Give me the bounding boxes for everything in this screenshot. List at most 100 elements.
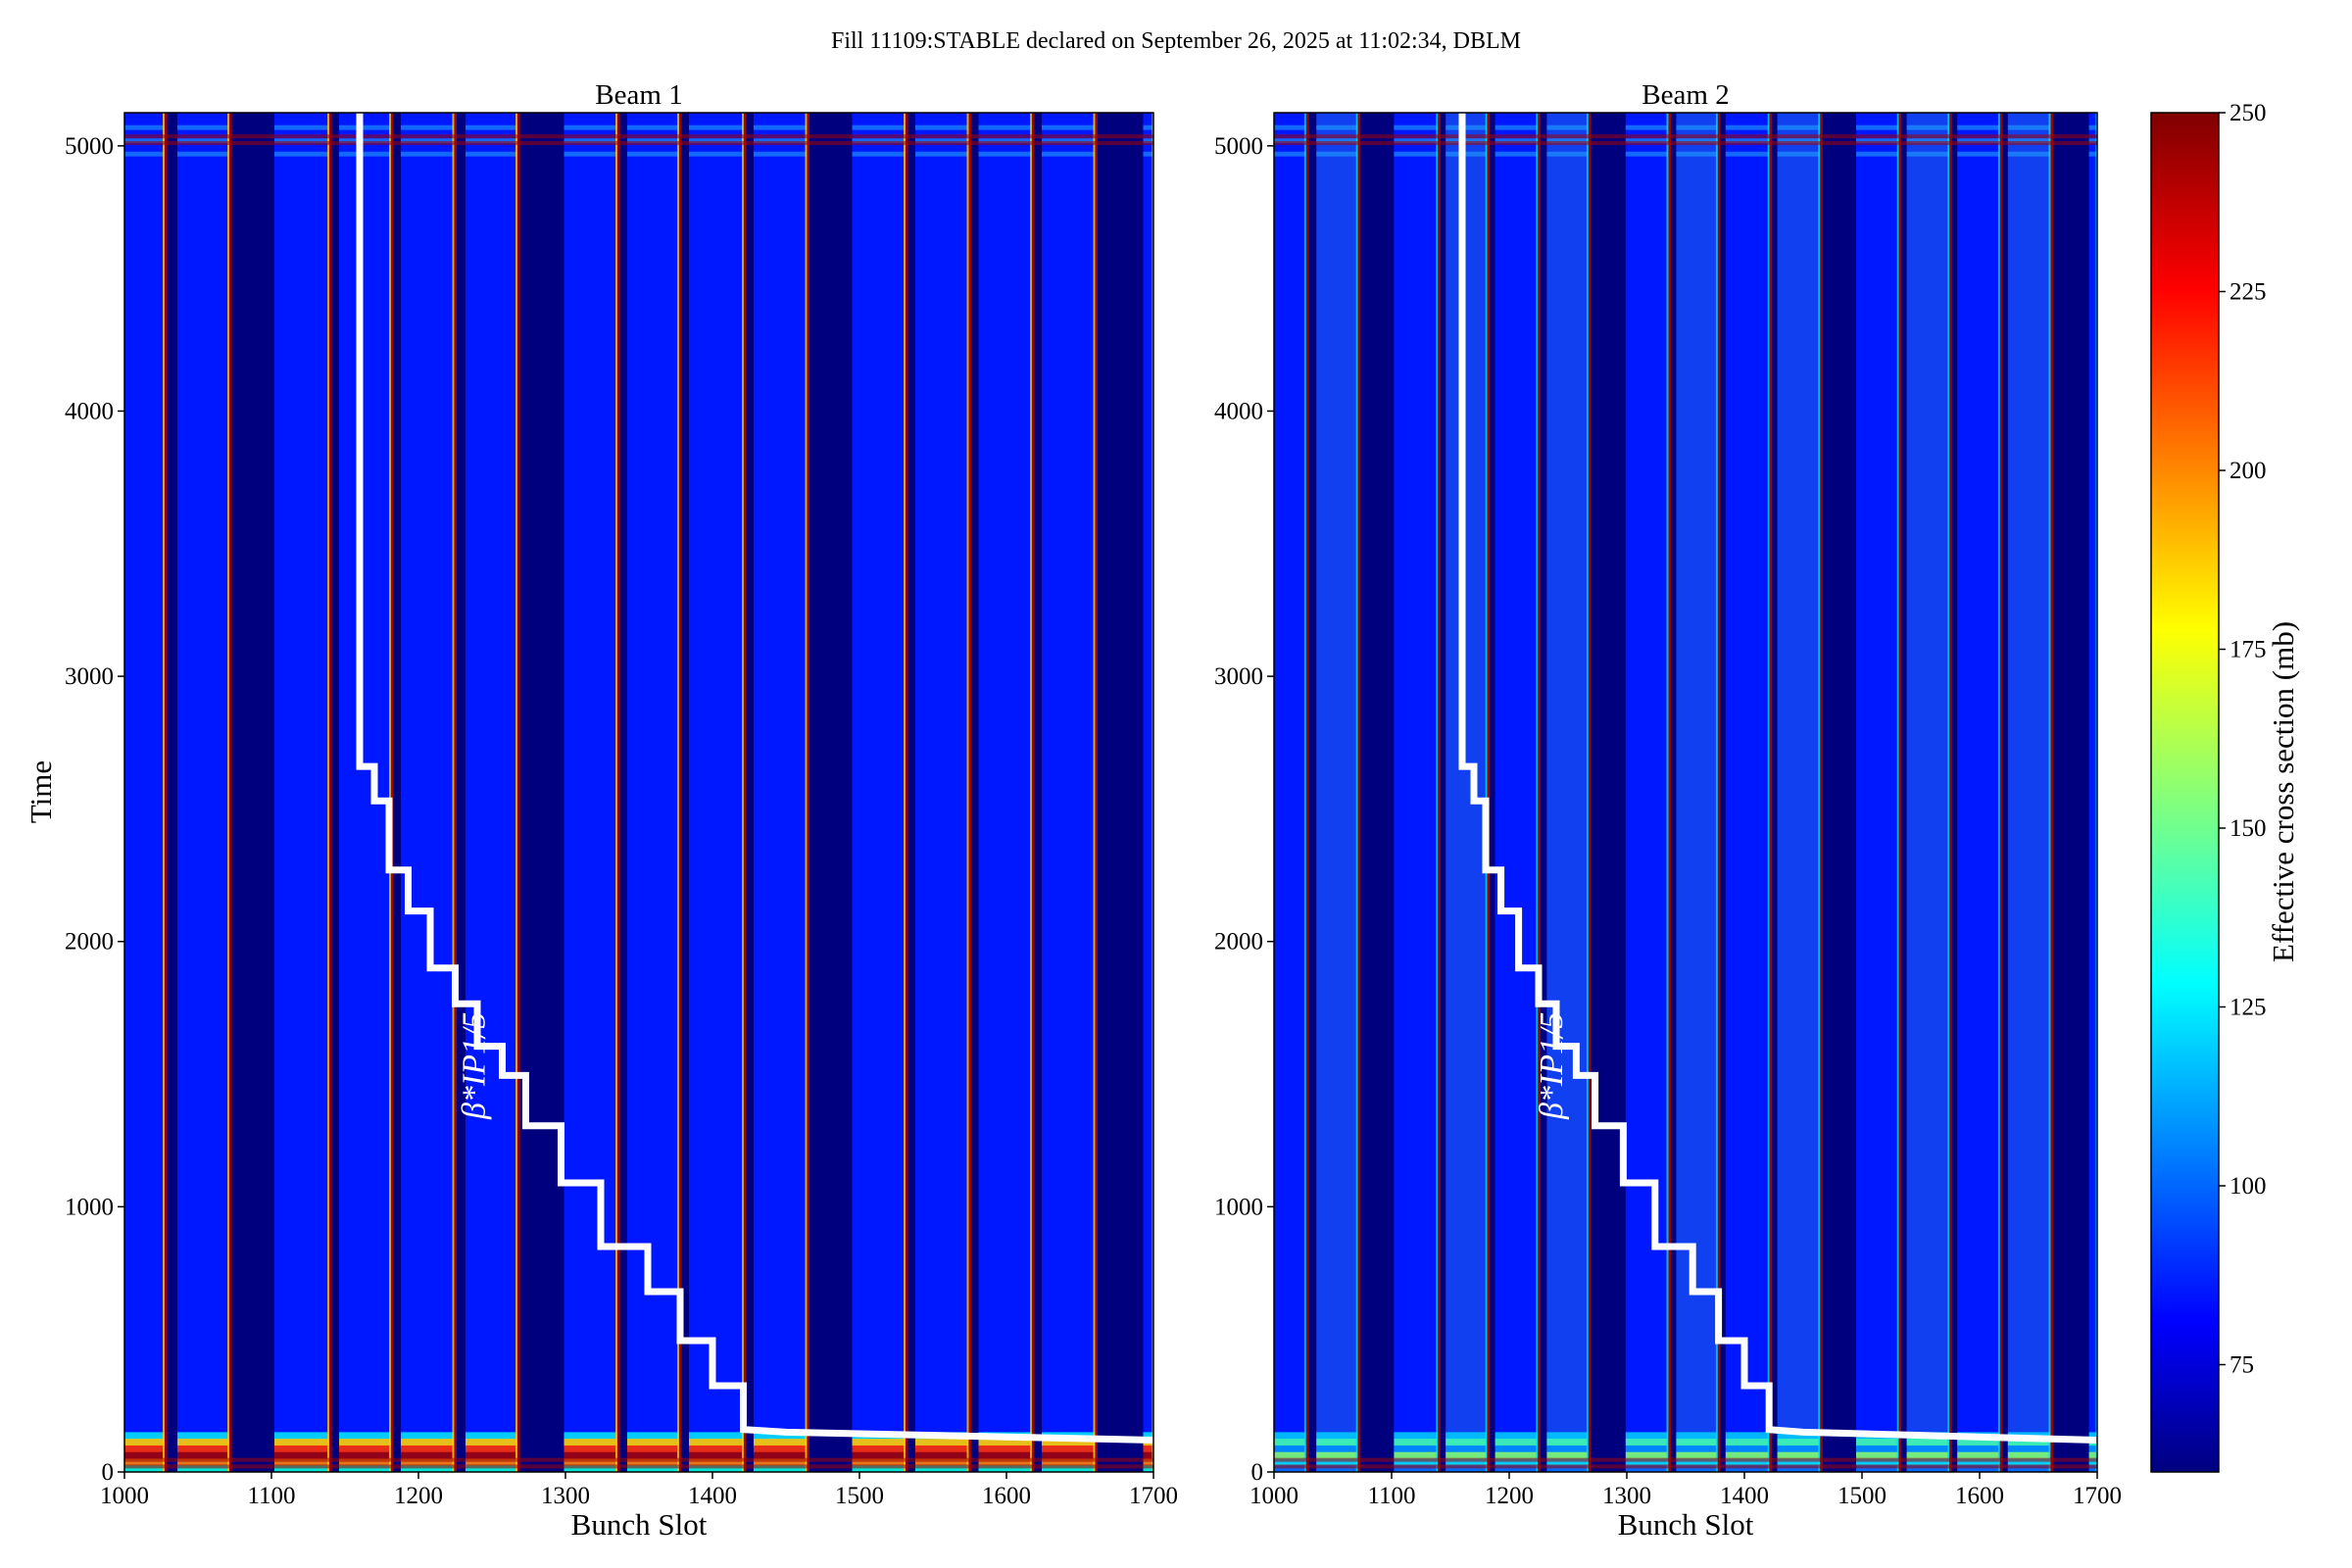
early-cell — [689, 1458, 744, 1466]
early-cell — [689, 1439, 744, 1446]
early-cell — [689, 1451, 744, 1459]
early-cell — [754, 1465, 807, 1472]
early-cell — [1725, 1465, 1770, 1472]
train-edge-cell — [805, 113, 808, 1472]
early-cell — [1446, 1445, 1488, 1453]
y-tick-label: 4000 — [65, 398, 114, 424]
train-edge-cell — [807, 113, 809, 1472]
early-cell — [177, 1458, 229, 1466]
train-cell — [466, 113, 517, 1472]
early-cell — [915, 1445, 968, 1453]
early-cell — [1316, 1465, 1358, 1472]
train-edge-cell — [1949, 113, 1952, 1472]
noise-row — [124, 134, 1153, 139]
late-cell — [852, 124, 906, 130]
x-tick-label: 1500 — [1838, 1483, 1886, 1509]
train-edge-cell — [1303, 113, 1306, 1472]
axes-frame — [123, 112, 1154, 1473]
late-cell — [466, 124, 517, 130]
train-cell — [1143, 113, 1153, 1472]
early-cell — [1676, 1451, 1718, 1459]
axes-frame — [1273, 112, 2098, 1473]
train-edge-cell — [229, 113, 232, 1472]
late-cell — [274, 124, 329, 130]
beam2-title: Beam 2 — [1642, 79, 1729, 111]
train-cell — [915, 113, 968, 1472]
late-cell — [1316, 124, 1358, 130]
train-edge-cell — [904, 113, 906, 1472]
early-cell — [339, 1451, 391, 1459]
train-edge-cell — [1485, 113, 1488, 1472]
early-cell — [124, 1458, 165, 1466]
train-edge-cell — [1999, 113, 2003, 1472]
early-cell — [852, 1445, 906, 1453]
y-tick-label: 2000 — [1214, 929, 1263, 956]
late-cell — [564, 138, 617, 144]
colorbar: Effective cross section (mb) 75 100 125 150… — [2150, 100, 2300, 1473]
late-cell — [1777, 124, 1820, 130]
early-cell — [274, 1458, 329, 1466]
early-cell — [339, 1439, 391, 1446]
train-edge-cell — [329, 113, 332, 1472]
train-edge-cell — [1818, 113, 1821, 1472]
early-cell — [1494, 1458, 1538, 1466]
early-cell — [401, 1445, 454, 1453]
early-cell — [1546, 1458, 1589, 1466]
late-cell — [1274, 151, 1306, 157]
noise-row — [1274, 1464, 2097, 1469]
late-cell — [1856, 151, 1899, 157]
train-edge-cell — [742, 113, 744, 1472]
train-edge-cell — [1668, 113, 1671, 1472]
early-cell — [274, 1439, 329, 1446]
late-cell — [1494, 138, 1538, 144]
early-cell — [978, 1445, 1032, 1453]
heatmap-cells — [1274, 113, 2097, 1472]
late-cell — [1676, 151, 1718, 157]
early-cell — [1394, 1451, 1438, 1459]
late-cell — [1394, 138, 1438, 144]
late-cell — [1274, 124, 1306, 130]
early-cell — [274, 1451, 329, 1459]
late-cell — [689, 151, 744, 157]
late-cell — [2088, 124, 2097, 130]
early-cell — [2007, 1439, 2050, 1446]
train-edge-cell — [1487, 113, 1491, 1472]
train-edge-cell — [1538, 113, 1541, 1472]
train-cell — [1042, 113, 1095, 1472]
early-cell — [1625, 1445, 1668, 1453]
early-cell — [177, 1439, 229, 1446]
train-cell — [1546, 113, 1589, 1472]
early-cell — [274, 1432, 329, 1440]
early-cell — [1676, 1458, 1718, 1466]
early-cell — [1856, 1439, 1899, 1446]
train-edge-cell — [1588, 113, 1592, 1472]
late-cell — [1957, 151, 2000, 157]
train-edge-cell — [617, 113, 620, 1472]
train-cell — [1625, 113, 1668, 1472]
early-cell — [1625, 1458, 1668, 1466]
x-tick-label: 1300 — [541, 1483, 590, 1509]
late-cell — [1394, 124, 1438, 130]
train-edge-cell — [454, 113, 457, 1472]
early-cell — [564, 1439, 617, 1446]
early-cell — [1957, 1439, 2000, 1446]
early-cell — [1777, 1432, 1820, 1440]
late-cell — [1676, 138, 1718, 144]
early-cell — [1274, 1451, 1306, 1459]
late-cell — [754, 124, 807, 130]
train-edge-cell — [517, 113, 520, 1472]
colorbar-tick-label: 200 — [2230, 458, 2267, 484]
late-cell — [1725, 138, 1770, 144]
beam2-panel: Beam 2 Bunch Slot β*IP1/5 1000 1100 1200 130… — [1214, 79, 2122, 1542]
early-cell — [564, 1451, 617, 1459]
early-cell — [1316, 1451, 1358, 1459]
early-cell — [466, 1432, 517, 1440]
early-cell — [1906, 1451, 1949, 1459]
early-cell — [1957, 1451, 2000, 1459]
x-tick-label: 1100 — [247, 1483, 295, 1509]
early-cell — [1777, 1451, 1820, 1459]
early-cell — [1676, 1439, 1718, 1446]
late-cell — [627, 124, 679, 130]
early-cell — [1625, 1465, 1668, 1472]
early-cell — [1856, 1445, 1899, 1453]
